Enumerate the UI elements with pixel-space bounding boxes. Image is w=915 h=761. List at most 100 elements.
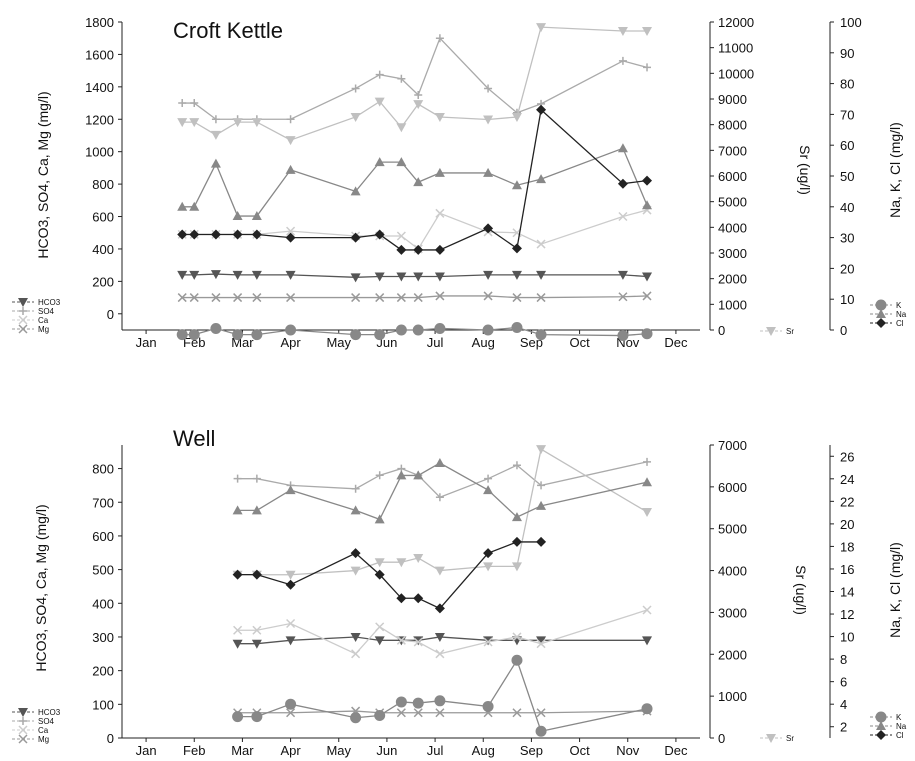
series-na-point (285, 485, 296, 495)
series-na-point (350, 505, 361, 515)
y-tick-label-left: 800 (92, 177, 114, 192)
series-k-point (285, 698, 297, 710)
y-tick-label-right: 90 (840, 46, 854, 61)
series-cl-point (413, 244, 424, 255)
series-hco3-point (536, 636, 547, 646)
y-tick-label-left: 400 (92, 242, 114, 257)
legend-na-marker (876, 721, 886, 730)
series-k-point (434, 322, 446, 334)
series-sr-point (396, 558, 407, 568)
series-cl-line (182, 108, 648, 251)
series-sr-point (189, 118, 200, 128)
series-mg-line (237, 710, 648, 714)
series-so4-point (435, 493, 444, 502)
series-hco3-line (182, 273, 648, 278)
y-tick-label-mid: 12000 (718, 15, 754, 30)
y-tick-label-left: 100 (92, 697, 114, 712)
series-k-point (482, 324, 494, 336)
series-hco3-point (434, 632, 445, 642)
series-hco3-point (511, 270, 522, 280)
y-tick-label-right: 80 (840, 77, 854, 92)
series-na-point (251, 211, 262, 221)
y-tick-label-mid: 8000 (718, 118, 747, 133)
series-mg-point (512, 293, 522, 303)
y-tick-label-right: 4 (840, 697, 847, 712)
series-k (232, 654, 653, 737)
series-hco3-point (232, 270, 243, 280)
x-tick-label: Aug (472, 335, 495, 350)
series-mg-point (413, 708, 423, 718)
series-hco3-line (237, 636, 648, 645)
y-tick-label-right: 20 (840, 517, 854, 532)
y-tick-label-mid: 9000 (718, 92, 747, 107)
y-tick-label-right: 10 (840, 630, 854, 645)
series-so4-point (397, 74, 406, 83)
series-k-point (395, 324, 407, 336)
x-tick-label: Sep (520, 743, 543, 758)
legend-so4-label: SO4 (38, 307, 55, 316)
series-mg-point (413, 293, 423, 303)
series-ca-point (396, 231, 406, 241)
series-sr-point (285, 136, 296, 146)
series-cl-point (483, 223, 494, 234)
series-cl-point (177, 229, 188, 240)
series-na-point (374, 514, 385, 524)
series-hco3 (177, 270, 653, 283)
series-so4-point (375, 70, 384, 79)
y-tick-label-left: 200 (92, 274, 114, 289)
legend-na-label: Na (896, 310, 907, 319)
series-sr-point (177, 118, 188, 128)
series-so4-point (618, 56, 627, 65)
series-hco3-point (617, 270, 628, 280)
series-na-line (182, 147, 648, 217)
series-ca-point (435, 208, 445, 218)
series-so4-point (211, 115, 220, 124)
series-mg-point (642, 291, 652, 301)
series-na-point (232, 211, 243, 221)
x-tick-label: Mar (231, 743, 254, 758)
series-ca-point (536, 239, 546, 249)
series-mg-point (435, 708, 445, 718)
y-axis-label-mid: Sr (ug/l) (797, 145, 813, 195)
series-ca-point (286, 226, 296, 236)
series-na-point (396, 157, 407, 167)
series-ca-point (618, 211, 628, 222)
series-ca-point (512, 632, 522, 642)
series-na-point (374, 157, 385, 167)
y-tick-label-right: 2 (840, 720, 847, 735)
series-na-point (536, 500, 547, 510)
series-hco3-point (285, 636, 296, 646)
legend-hco3-label: HCO3 (38, 298, 61, 307)
x-tick-label: Dec (664, 743, 688, 758)
series-mg-point (435, 291, 445, 301)
series-na-point (434, 458, 445, 468)
series-sr-point (511, 562, 522, 572)
series-mg-point (536, 293, 546, 303)
series-so4-point (414, 90, 423, 99)
series-hco3-point (285, 270, 296, 280)
series-so4-point (178, 99, 187, 108)
series-cl-point (642, 175, 653, 186)
series-na (177, 143, 653, 221)
y-tick-label-right: 30 (840, 231, 854, 246)
y-tick-label-mid: 4000 (718, 564, 747, 579)
y-tick-label-mid: 7000 (718, 143, 747, 158)
legend-k-marker (875, 711, 887, 723)
series-so4-point (375, 471, 384, 480)
series-cl-point (210, 229, 221, 240)
series-ca-point (396, 635, 406, 645)
series-na-point (617, 143, 628, 153)
series-hco3-point (232, 639, 243, 649)
legend-mg-label: Mg (38, 325, 49, 334)
series-hco3-point (434, 272, 445, 282)
y-tick-label-right: 12 (840, 607, 854, 622)
legend-hco3-label: HCO3 (38, 708, 61, 717)
series-ca-point (483, 637, 493, 647)
y-tick-label-right: 16 (840, 562, 854, 577)
y-tick-label-left: 200 (92, 664, 114, 679)
series-ca-line (237, 609, 648, 655)
series-mg-point (483, 291, 493, 301)
series-mg (233, 706, 652, 718)
y-tick-label-mid: 2000 (718, 647, 747, 662)
series-na-point (396, 470, 407, 480)
